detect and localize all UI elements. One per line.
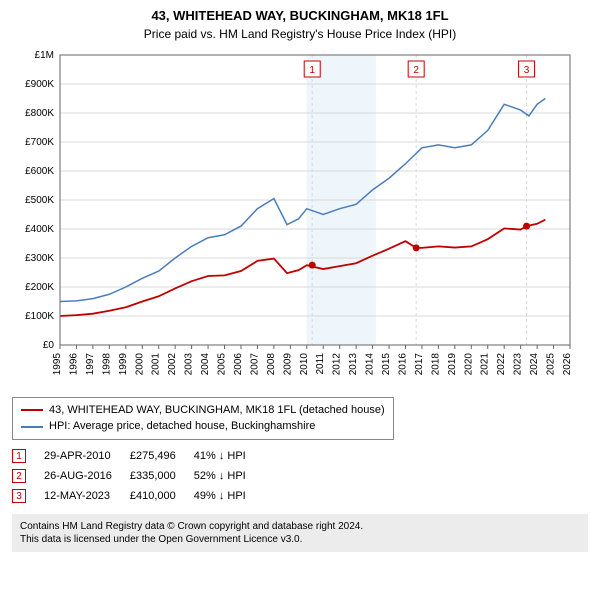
chart-area: £0 £100K £200K £300K £400K £500K £600K £700K £80…: [12, 49, 588, 389]
svg-text:2024: 2024: [529, 352, 540, 375]
svg-text:3: 3: [524, 65, 530, 76]
svg-text:£300K: £300K: [25, 253, 54, 264]
svg-text:2020: 2020: [463, 352, 474, 375]
event-row: 1 29-APR-2010£275,49641% ↓ HPI: [12, 446, 264, 466]
svg-text:2002: 2002: [167, 352, 178, 375]
svg-text:2016: 2016: [397, 352, 408, 375]
svg-text:2023: 2023: [513, 352, 524, 375]
event-row: 3 12-MAY-2023£410,00049% ↓ HPI: [12, 486, 264, 506]
legend-row-hpi: HPI: Average price, detached house, Buck…: [21, 418, 385, 435]
event-price: £410,000: [130, 486, 194, 506]
svg-text:£500K: £500K: [25, 195, 54, 206]
svg-text:1999: 1999: [118, 352, 129, 375]
svg-text:2001: 2001: [151, 352, 162, 375]
chart-container: 43, WHITEHEAD WAY, BUCKINGHAM, MK18 1FL …: [0, 0, 600, 590]
svg-text:2018: 2018: [430, 352, 441, 375]
svg-text:£0: £0: [43, 340, 55, 351]
event-date: 29-APR-2010: [44, 446, 130, 466]
svg-text:2000: 2000: [134, 352, 145, 375]
svg-text:1996: 1996: [68, 352, 79, 375]
svg-text:£200K: £200K: [25, 282, 54, 293]
svg-text:2008: 2008: [266, 352, 277, 375]
svg-text:2011: 2011: [315, 352, 326, 374]
svg-text:£800K: £800K: [25, 108, 54, 119]
svg-text:£1M: £1M: [35, 50, 54, 61]
svg-text:2025: 2025: [546, 352, 557, 375]
event-date: 12-MAY-2023: [44, 486, 130, 506]
svg-text:2014: 2014: [365, 352, 376, 375]
svg-text:2003: 2003: [184, 352, 195, 375]
event-marker-icon: 2: [12, 469, 26, 483]
event-price: £335,000: [130, 466, 194, 486]
svg-text:2022: 2022: [496, 352, 507, 375]
legend-swatch: [21, 426, 43, 428]
legend-label: HPI: Average price, detached house, Buck…: [49, 418, 315, 435]
event-pct: 41% ↓ HPI: [194, 446, 264, 466]
svg-text:2021: 2021: [480, 352, 491, 375]
legend-swatch: [21, 409, 43, 411]
svg-text:2: 2: [413, 65, 419, 76]
svg-text:£900K: £900K: [25, 79, 54, 90]
svg-text:2005: 2005: [217, 352, 228, 375]
svg-text:2004: 2004: [200, 352, 211, 375]
svg-text:£700K: £700K: [25, 137, 54, 148]
svg-text:£600K: £600K: [25, 166, 54, 177]
attribution-line-1: Contains HM Land Registry data © Crown c…: [20, 520, 580, 533]
svg-text:2017: 2017: [414, 352, 425, 375]
events-table: 1 29-APR-2010£275,49641% ↓ HPI 2 26-AUG-201…: [12, 446, 264, 506]
svg-text:2026: 2026: [562, 352, 573, 375]
event-marker-icon: 1: [12, 449, 26, 463]
svg-text:2006: 2006: [233, 352, 244, 375]
svg-text:1997: 1997: [85, 352, 96, 375]
svg-text:2009: 2009: [282, 352, 293, 375]
svg-text:1998: 1998: [101, 352, 112, 375]
chart-title: 43, WHITEHEAD WAY, BUCKINGHAM, MK18 1FL: [12, 8, 588, 25]
svg-text:£100K: £100K: [25, 311, 54, 322]
event-price: £275,496: [130, 446, 194, 466]
svg-text:2015: 2015: [381, 352, 392, 375]
legend-row-property: 43, WHITEHEAD WAY, BUCKINGHAM, MK18 1FL …: [21, 402, 385, 419]
svg-text:£400K: £400K: [25, 224, 54, 235]
attribution-line-2: This data is licensed under the Open Gov…: [20, 533, 580, 546]
event-pct: 49% ↓ HPI: [194, 486, 264, 506]
svg-text:1995: 1995: [52, 352, 63, 375]
legend: 43, WHITEHEAD WAY, BUCKINGHAM, MK18 1FL …: [12, 397, 394, 440]
svg-text:2010: 2010: [299, 352, 310, 375]
svg-text:2013: 2013: [348, 352, 359, 375]
legend-label: 43, WHITEHEAD WAY, BUCKINGHAM, MK18 1FL …: [49, 402, 385, 419]
line-chart-svg: £0 £100K £200K £300K £400K £500K £600K £700K £80…: [12, 49, 588, 389]
event-date: 26-AUG-2016: [44, 466, 130, 486]
event-row: 2 26-AUG-2016£335,00052% ↓ HPI: [12, 466, 264, 486]
event-marker-icon: 3: [12, 489, 26, 503]
svg-text:1: 1: [309, 65, 315, 76]
svg-text:2007: 2007: [249, 352, 260, 375]
chart-subtitle: Price paid vs. HM Land Registry's House …: [12, 27, 588, 41]
event-pct: 52% ↓ HPI: [194, 466, 264, 486]
svg-text:2019: 2019: [447, 352, 458, 375]
attribution-box: Contains HM Land Registry data © Crown c…: [12, 514, 588, 552]
svg-text:2012: 2012: [332, 352, 343, 375]
